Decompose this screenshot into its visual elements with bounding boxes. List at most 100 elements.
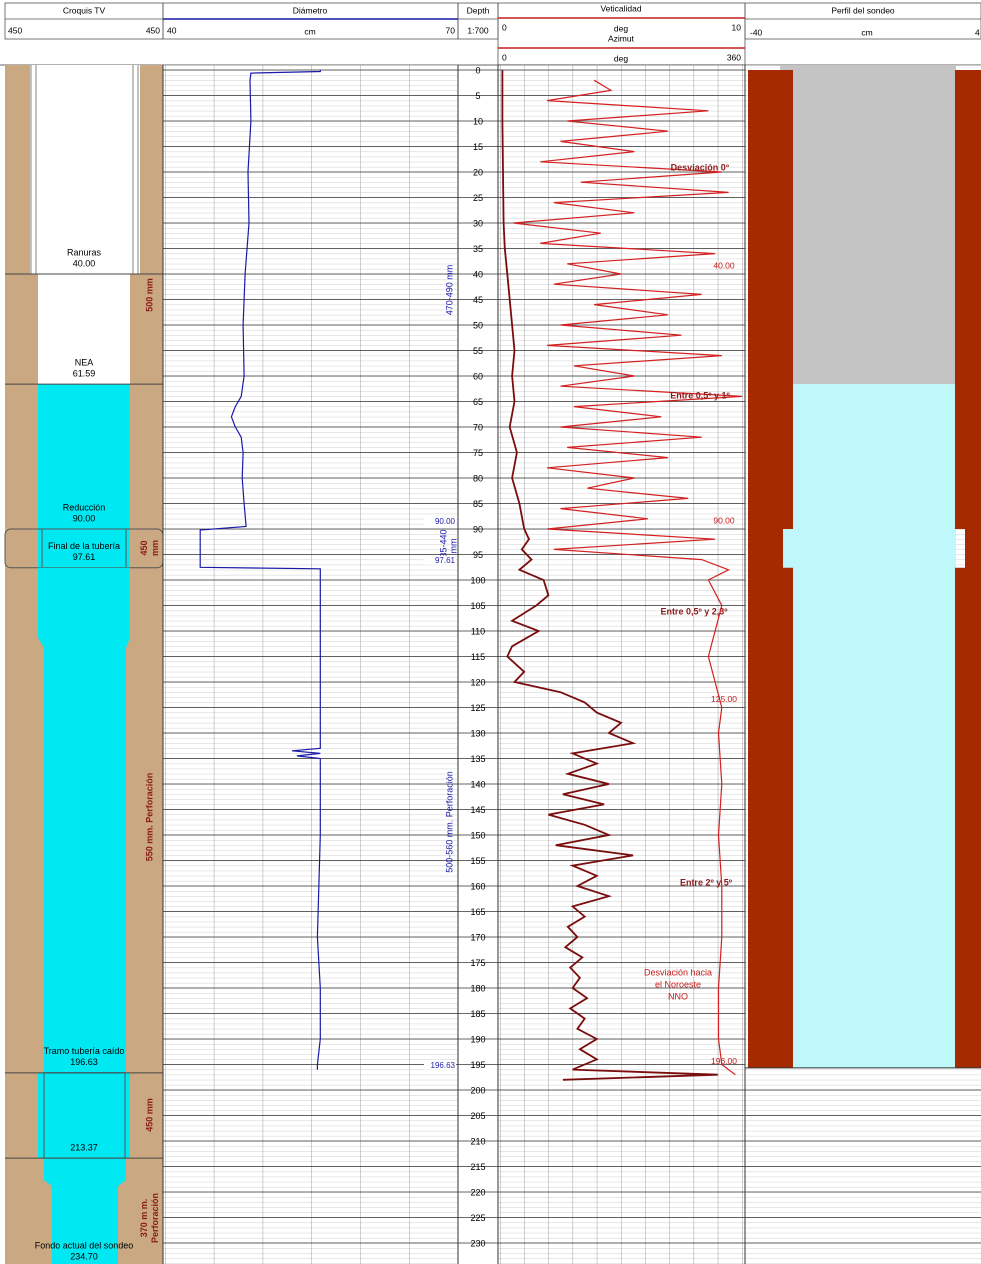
track-title: Perfil del sondeo — [831, 5, 895, 15]
depth-label: 125.00 — [711, 694, 737, 704]
depth-tick-label: 5 — [475, 91, 480, 101]
size-label: mm — [150, 540, 160, 556]
depth-tick-label: 135 — [470, 754, 485, 764]
annotation: Entre 0,5º y 1º — [670, 390, 730, 400]
depth-tick-label: 185 — [470, 1009, 485, 1019]
depth-tick-label: 130 — [470, 728, 485, 738]
depth-tick-label: 175 — [470, 958, 485, 968]
depth-label: 90.00 — [713, 515, 735, 525]
unit-label: deg — [614, 53, 628, 63]
depth-tick-label: 80 — [473, 473, 483, 483]
section-depth: 97.61 — [73, 552, 96, 562]
scale-label: 0 — [502, 22, 507, 32]
track-title: Veticalidad — [600, 3, 641, 13]
profile-dry — [780, 65, 956, 384]
verticality-grid — [498, 65, 745, 1264]
profile-wall — [748, 70, 793, 1068]
scale-label: 0 — [502, 52, 507, 62]
track-title: Diámetro — [293, 5, 328, 15]
section-label: Reducción — [63, 502, 106, 512]
borehole — [38, 568, 130, 1073]
annotation: Entre 0,5º y 2,3º — [660, 606, 728, 616]
scale-label: 10 — [732, 22, 742, 32]
depth-tick-label: 55 — [473, 346, 483, 356]
depth-tick-label: 115 — [471, 652, 485, 662]
depth-tick-label: 20 — [473, 167, 483, 177]
depth-tick-label: 170 — [470, 932, 485, 942]
depth-tick-label: 125 — [470, 703, 485, 713]
track-title: Croquis TV — [63, 5, 106, 15]
depth-tick-label: 190 — [470, 1034, 485, 1044]
track-title: Azimut — [608, 33, 635, 43]
depth-tick-label: 75 — [473, 448, 483, 458]
depth-tick-label: 225 — [470, 1213, 485, 1223]
depth-tick-label: 15 — [473, 142, 483, 152]
section-label: Fondo actual del sondeo — [35, 1240, 134, 1250]
annotation: 470-490 mm — [444, 265, 454, 316]
casing — [30, 65, 140, 274]
depth-tick-label: 120 — [470, 677, 485, 687]
section-depth: 90.00 — [73, 513, 96, 523]
size-label: 500 mm — [144, 278, 154, 312]
scale-label: 450 — [8, 25, 22, 35]
size-label: 450 — [139, 540, 149, 555]
annotation: Desviación hacia — [644, 967, 712, 977]
profile-water — [780, 384, 956, 1068]
depth-label: 90.00 — [435, 517, 456, 526]
depth-tick-label: 10 — [473, 116, 483, 126]
depth-label: 196.63 — [431, 1061, 456, 1070]
depth-tick-label: 100 — [470, 575, 485, 585]
unit-label: cm — [304, 26, 315, 36]
depth-tick-label: 50 — [473, 320, 483, 330]
depth-tick-label: 70 — [473, 422, 483, 432]
depth-tick-label: 205 — [470, 1111, 485, 1121]
depth-label: 40.00 — [713, 260, 735, 270]
depth-tick-label: 25 — [473, 193, 483, 203]
depth-tick-label: 110 — [471, 626, 485, 636]
depth-tick-label: 0 — [475, 65, 480, 75]
depth-tick-label: 165 — [470, 907, 485, 917]
diameter-grid — [163, 65, 458, 1264]
section-depth: 61.59 — [73, 368, 96, 378]
section-depth: 234.70 — [70, 1251, 98, 1261]
annotation: 500-560 mm. Perforación — [444, 771, 454, 873]
depth-tick-label: 155 — [470, 856, 485, 866]
annotation: Desviación 0° — [671, 162, 730, 172]
depth-tick-label: 215 — [470, 1162, 485, 1172]
scale-label: 40 — [167, 25, 177, 35]
depth-tick-label: 145 — [470, 805, 485, 815]
scale-label: 360 — [727, 52, 741, 62]
size-label: 450 mm — [144, 1098, 154, 1132]
section-depth: 40.00 — [73, 258, 96, 268]
depth-tick-label: 200 — [470, 1085, 485, 1095]
depth-label: 97.61 — [435, 556, 456, 565]
depth-tick-label: 105 — [470, 601, 485, 611]
unit-label: cm — [861, 27, 872, 37]
depth-tick-label: 30 — [473, 218, 483, 228]
depth-tick-label: 210 — [470, 1136, 485, 1146]
size-label: Perforación — [150, 1193, 160, 1243]
size-label: 370 m m. — [139, 1199, 149, 1238]
annotation: el Noroeste — [655, 979, 701, 989]
section-depth: 213.37 — [70, 1143, 98, 1153]
section-depth: 196.63 — [70, 1057, 98, 1067]
depth-tick-label: 180 — [470, 983, 485, 993]
section-label: Tramo tubería caído — [44, 1046, 125, 1056]
depth-tick-label: 150 — [470, 830, 485, 840]
depth-tick-label: 160 — [470, 881, 485, 891]
scale-label: -40 — [750, 27, 763, 37]
depth-tick-label: 85 — [473, 499, 483, 509]
depth-label: 196.00 — [711, 1056, 737, 1066]
well-log: Croquis TV 450 450 Diámetro 40 cm 70 Dep… — [0, 0, 981, 1264]
size-label: 550 mm. Perforación — [144, 773, 154, 862]
scale-label: 4 — [975, 27, 980, 37]
profile-wall — [955, 70, 981, 1068]
depth-tick-label: 220 — [470, 1187, 485, 1197]
section-label: NEA — [75, 357, 94, 367]
section-label: Final de la tubería — [48, 541, 120, 551]
depth-tick-label: 140 — [470, 779, 485, 789]
depth-tick-label: 45 — [473, 295, 483, 305]
depth-tick-label: 35 — [473, 244, 483, 254]
unit-label: deg — [614, 23, 628, 33]
depth-tick-label: 60 — [473, 371, 483, 381]
